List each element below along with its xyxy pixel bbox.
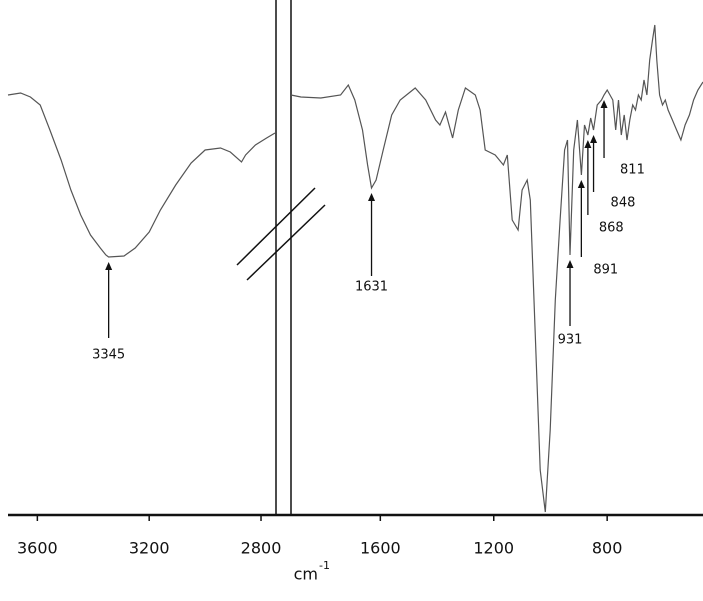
annotation-label: 1631: [355, 280, 388, 295]
x-axis-label: cm: [294, 565, 318, 584]
spectrum-line: [7, 92, 276, 258]
break-slash: [236, 187, 316, 266]
x-axis-label-exponent: -1: [319, 559, 330, 572]
x-tick-label: 2800: [241, 539, 282, 558]
arrow-head: [600, 100, 608, 108]
annotation-label: 3345: [92, 348, 125, 363]
x-tick-label: 3200: [129, 539, 170, 558]
arrow-head: [584, 140, 592, 148]
arrow-head: [577, 180, 585, 188]
arrow-head: [590, 135, 598, 143]
break-slash: [246, 204, 326, 281]
arrow-head: [566, 260, 574, 268]
annotation-label: 811: [620, 163, 645, 178]
annotation-label: 848: [611, 196, 636, 211]
x-tick-label: 800: [592, 539, 623, 558]
spectrum-line: [290, 24, 703, 513]
annotation-label: 931: [558, 333, 583, 348]
arrow-head: [105, 262, 113, 270]
annotation-label: 891: [593, 263, 618, 278]
x-tick-label: 3600: [17, 539, 58, 558]
x-tick-label: 1200: [473, 539, 514, 558]
arrow-head: [368, 193, 376, 201]
x-tick-label: 1600: [360, 539, 401, 558]
annotation-label: 868: [599, 221, 624, 236]
